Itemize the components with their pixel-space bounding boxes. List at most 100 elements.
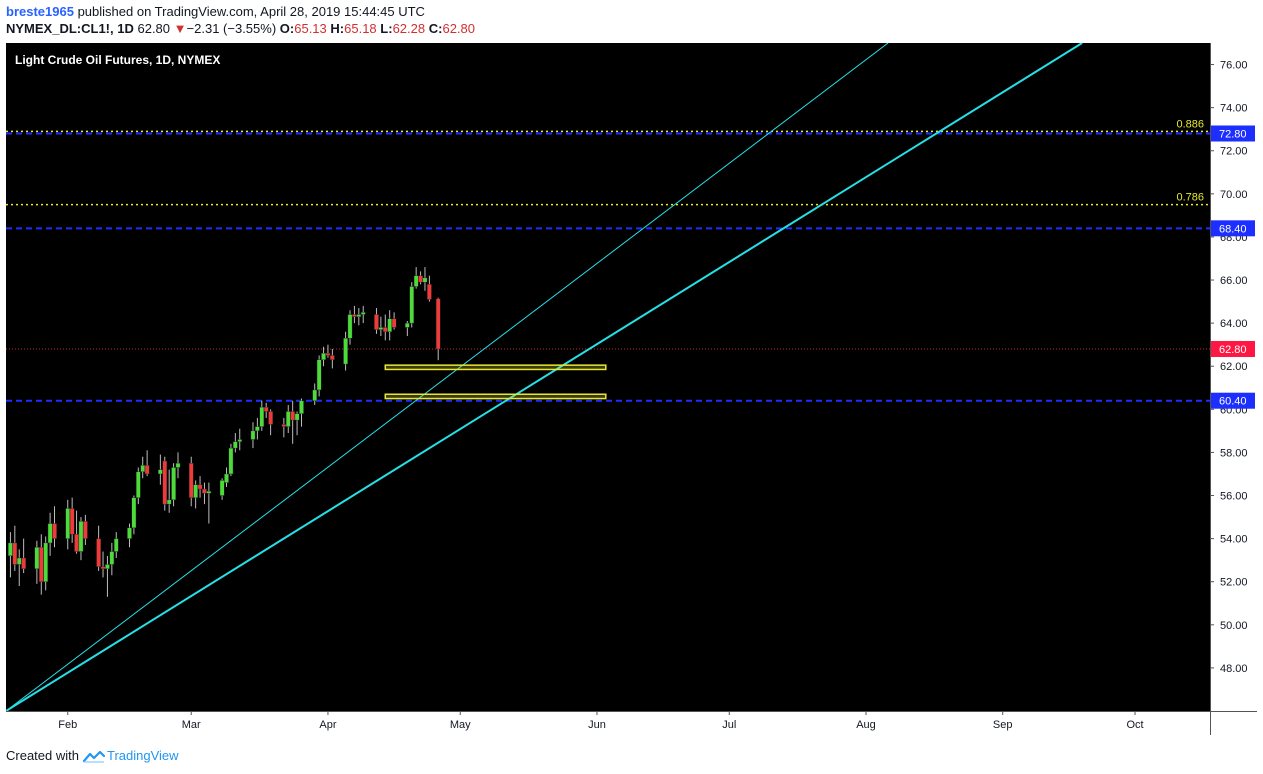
close-value: 62.80: [442, 21, 476, 36]
target-zone: [384, 364, 607, 371]
candle: [202, 482, 207, 505]
candle: [8, 532, 13, 578]
candle: [237, 428, 243, 451]
candle-body: [188, 462, 194, 498]
chart-container[interactable]: Light Crude Oil Futures, 1D, NYMEX 48.00 5…: [6, 43, 1257, 735]
candle: [281, 417, 287, 438]
price-chart[interactable]: Light Crude Oil Futures, 1D, NYMEX 48.00 5…: [6, 43, 1257, 735]
candle-body: [47, 523, 53, 544]
candle: [166, 469, 172, 513]
symbol-label[interactable]: NYMEX_DL:CL1!, 1D: [6, 21, 134, 36]
x-tick-label: Sep: [993, 719, 1013, 731]
candle: [162, 456, 168, 511]
candle-body: [352, 314, 357, 317]
y-tick-label: 66.00: [1220, 275, 1248, 287]
candle-body: [356, 314, 362, 317]
footer: Created with TradingView: [6, 748, 179, 763]
candle: [343, 331, 348, 371]
candle: [228, 443, 234, 477]
candle: [422, 267, 428, 291]
candle-body: [382, 327, 388, 332]
x-tick-label: Aug: [856, 719, 876, 731]
y-tick-label: 54.00: [1220, 534, 1248, 546]
candle: [74, 510, 79, 554]
candle-body: [330, 355, 335, 360]
high-label: H:: [330, 21, 345, 36]
candle-body: [65, 508, 71, 539]
candle-body: [387, 318, 392, 332]
candle-body: [12, 542, 18, 565]
candle-body: [413, 275, 419, 287]
y-tick-label: 74.00: [1220, 103, 1248, 115]
candle: [268, 409, 273, 436]
candle: [34, 540, 40, 584]
candle-body: [321, 353, 326, 360]
candle: [12, 525, 18, 571]
candle-body: [255, 426, 260, 432]
candle: [360, 305, 366, 324]
candle: [43, 536, 48, 591]
candle-body: [259, 406, 265, 427]
candle-body: [233, 441, 238, 449]
candle-body: [228, 447, 234, 475]
candle: [105, 555, 110, 597]
candle: [299, 398, 304, 427]
candle: [144, 450, 150, 477]
candle-body: [374, 314, 379, 330]
candle-body: [418, 275, 423, 283]
candle-body: [299, 400, 304, 414]
candle-body: [96, 538, 101, 567]
candle-body: [435, 298, 441, 350]
candle-body: [105, 564, 110, 569]
candle-body: [250, 430, 256, 440]
candle: [435, 297, 441, 361]
candle: [352, 305, 357, 324]
candle: [255, 417, 260, 440]
candle: [193, 480, 198, 509]
candle-body: [268, 411, 273, 425]
x-tick-label: Jul: [722, 719, 736, 731]
candle-body: [109, 551, 115, 565]
x-tick-label: Feb: [58, 719, 77, 731]
candle: [175, 452, 181, 479]
y-tick-label: 48.00: [1220, 663, 1248, 675]
candle: [316, 355, 322, 397]
candle-body: [8, 542, 13, 557]
candle-body: [193, 484, 198, 498]
y-tick-label: 62.00: [1220, 361, 1248, 373]
candle: [47, 512, 53, 556]
candle-body: [83, 521, 88, 539]
level-price-badge: 68.40: [1211, 220, 1255, 237]
candle: [356, 308, 362, 326]
candle-body: [405, 322, 410, 328]
candle: [140, 456, 146, 479]
tradingview-link[interactable]: TradingView: [82, 748, 179, 763]
candle-body: [202, 488, 207, 494]
symbol-info-bar: NYMEX_DL:CL1!, 1D 62.80 ▼−2.31 (−3.55%) …: [6, 21, 475, 36]
change-value: −2.31 (−3.55%): [186, 21, 277, 36]
tradingview-brand-text: TradingView: [106, 748, 179, 763]
candle: [83, 514, 88, 546]
fib-level-label: 0.886: [1176, 118, 1204, 130]
candle: [188, 456, 194, 507]
candle: [321, 346, 326, 367]
candle: [233, 433, 238, 453]
candle: [52, 506, 57, 548]
published-text: published on TradingView.com, April 28, …: [77, 4, 425, 19]
candle: [387, 310, 392, 341]
candle: [418, 271, 423, 285]
candle-body: [409, 286, 415, 324]
candle-body: [43, 542, 48, 582]
candle-body: [162, 460, 168, 505]
candle-body: [343, 338, 348, 365]
candle-body: [127, 527, 132, 539]
down-arrow-icon: ▼: [173, 21, 187, 36]
author-link[interactable]: breste1965: [6, 4, 74, 19]
candle: [96, 525, 101, 571]
candle: [100, 551, 106, 578]
candle: [109, 542, 115, 576]
badge-label: 62.80: [1219, 344, 1247, 356]
candle: [290, 400, 295, 444]
candle: [285, 405, 291, 434]
candle-body: [285, 411, 291, 427]
